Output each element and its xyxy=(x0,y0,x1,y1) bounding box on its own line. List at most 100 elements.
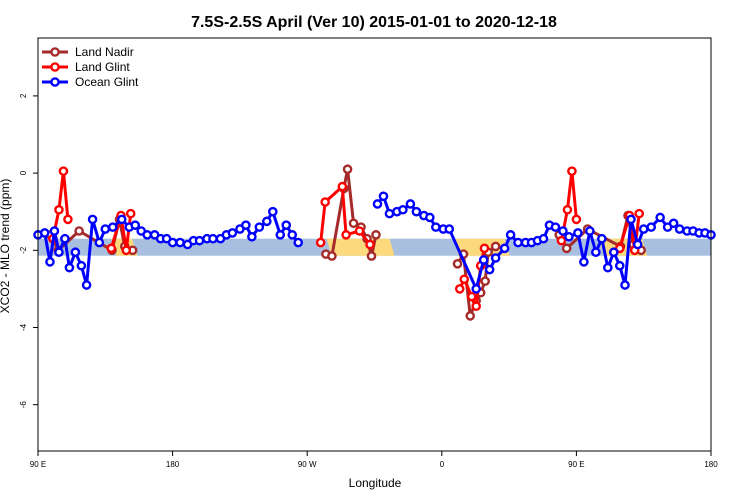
data-point xyxy=(411,206,422,217)
data-point xyxy=(227,228,238,238)
series-layer xyxy=(33,164,716,321)
data-point xyxy=(241,220,251,231)
data-point xyxy=(268,206,278,217)
series-line xyxy=(51,169,70,240)
data-point xyxy=(100,224,111,234)
data-point xyxy=(626,214,636,225)
data-point xyxy=(116,214,127,225)
chart-title: 7.5S-2.5S April (Ver 10) 2015-01-01 to 2… xyxy=(191,14,557,31)
data-point xyxy=(63,214,73,225)
legend-label: Land Glint xyxy=(75,60,130,74)
data-point xyxy=(490,241,501,252)
y-axis-label: XCO2 - MLO trend (ppm) xyxy=(0,179,12,314)
data-point xyxy=(194,235,205,246)
data-point xyxy=(620,280,630,290)
data-point xyxy=(247,231,257,242)
x-tick-label: 180 xyxy=(166,460,180,469)
data-point xyxy=(505,230,516,240)
data-point xyxy=(632,239,643,250)
data-point xyxy=(175,237,185,248)
series-land-glint xyxy=(48,166,645,312)
data-point xyxy=(478,255,489,265)
data-point xyxy=(608,247,619,258)
data-point xyxy=(372,199,383,209)
data-point xyxy=(561,243,572,254)
x-tick-label: 90 E xyxy=(568,460,584,469)
legend-label: Land Nadir xyxy=(75,45,134,59)
data-point xyxy=(479,243,490,254)
data-point xyxy=(655,212,665,223)
data-point xyxy=(81,280,92,290)
series-line xyxy=(618,213,641,252)
data-point xyxy=(556,235,567,246)
data-point xyxy=(366,251,377,261)
data-point xyxy=(550,222,561,232)
data-point xyxy=(208,233,218,244)
data-point xyxy=(465,311,476,321)
data-point xyxy=(365,239,375,250)
data-point xyxy=(49,226,60,236)
data-point xyxy=(337,181,348,192)
data-point xyxy=(674,224,685,234)
data-point xyxy=(342,164,353,175)
plot-frame xyxy=(37,37,712,452)
data-point xyxy=(64,262,75,273)
data-point xyxy=(125,208,136,219)
data-point xyxy=(293,237,304,248)
data-point xyxy=(327,251,337,261)
data-point xyxy=(444,224,455,234)
data-point xyxy=(513,237,523,248)
data-point xyxy=(39,228,50,238)
data-point xyxy=(384,208,395,219)
data-point xyxy=(480,276,490,286)
data-point xyxy=(431,222,441,232)
data-point xyxy=(320,197,330,207)
x-axis: 90 E 180 90 W 0 90 E 180 xyxy=(30,451,718,469)
data-point xyxy=(484,264,495,275)
data-point xyxy=(70,247,81,258)
series-ocean-glint xyxy=(33,191,716,294)
data-point xyxy=(466,291,477,302)
data-point xyxy=(579,257,589,267)
y-tick-label: -2 xyxy=(19,246,28,254)
data-point xyxy=(60,233,70,244)
x-tick-label: 90 E xyxy=(30,460,46,469)
y-tick-label: 0 xyxy=(19,170,28,175)
data-point xyxy=(571,214,582,225)
series-line xyxy=(109,213,133,252)
data-point xyxy=(562,204,573,215)
legend-label: Ocean Glint xyxy=(75,75,139,89)
data-point xyxy=(341,230,351,240)
y-tick-label: -4 xyxy=(19,323,28,331)
data-point xyxy=(315,237,326,248)
y-tick-label: 2 xyxy=(19,93,28,98)
data-point xyxy=(130,220,141,231)
data-point xyxy=(142,230,152,240)
data-point xyxy=(585,226,595,236)
data-point xyxy=(591,247,601,258)
data-point xyxy=(371,230,381,240)
data-point xyxy=(452,258,463,269)
y-axis: -6 -4 -2 0 2 xyxy=(19,93,38,408)
data-point xyxy=(638,224,649,234)
data-point xyxy=(573,228,583,238)
data-point xyxy=(254,222,265,232)
x-tick-label: 180 xyxy=(704,460,718,469)
data-point xyxy=(58,166,69,176)
data-point xyxy=(94,237,105,248)
legend-marker xyxy=(50,77,60,87)
data-point xyxy=(398,204,408,215)
data-point xyxy=(262,216,272,227)
data-point xyxy=(287,230,298,240)
data-point xyxy=(603,262,613,273)
data-point xyxy=(87,214,98,225)
data-point xyxy=(167,237,178,248)
data-point xyxy=(54,247,64,258)
data-point xyxy=(454,284,465,294)
legend-marker xyxy=(50,62,60,72)
data-point xyxy=(354,226,365,236)
band-highlight xyxy=(326,238,395,256)
data-point xyxy=(348,218,359,229)
